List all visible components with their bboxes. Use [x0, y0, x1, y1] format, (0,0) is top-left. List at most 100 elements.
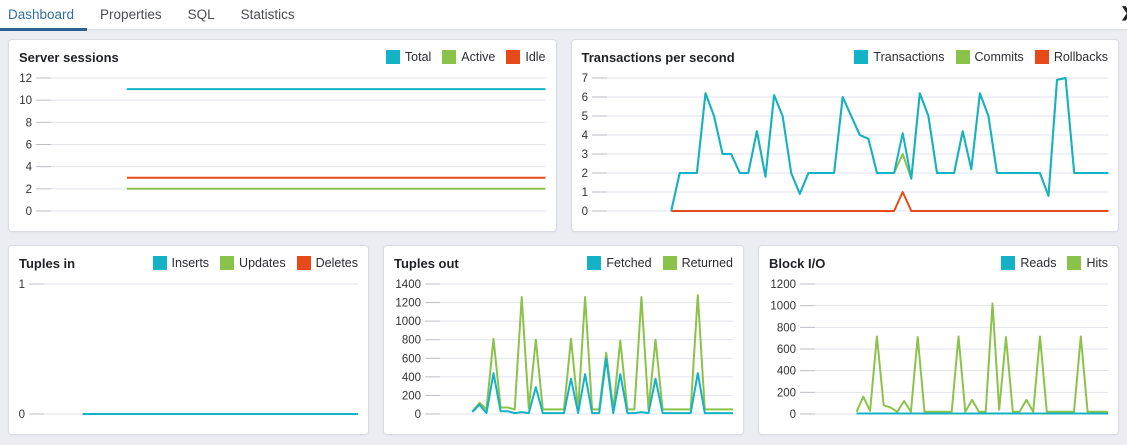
- legend-label: Transactions: [873, 50, 945, 64]
- legend-swatch: [854, 50, 869, 64]
- legend-item-rollbacks: Rollbacks: [1034, 50, 1108, 64]
- svg-text:0: 0: [790, 409, 796, 421]
- legend-swatch: [1001, 256, 1016, 270]
- svg-text:5: 5: [581, 111, 587, 123]
- legend-item-active: Active: [442, 50, 495, 64]
- legend-label: Inserts: [171, 256, 210, 270]
- tab-scroll-right-icon[interactable]: ❯: [1120, 4, 1127, 21]
- legend-item-reads: Reads: [1001, 256, 1056, 270]
- panel-tuples-out: Tuples out Fetched Returned 1400 1200 1000 8…: [383, 245, 744, 435]
- legend-swatch: [152, 256, 167, 270]
- panel-title: Tuples in: [19, 255, 76, 271]
- legend-label: Idle: [525, 50, 546, 64]
- legend-swatch: [1034, 50, 1049, 64]
- legend-item-hits: Hits: [1067, 256, 1108, 270]
- panel-header: Tuples out Fetched Returned: [384, 246, 743, 274]
- legend-swatch: [385, 50, 400, 64]
- svg-text:800: 800: [402, 335, 421, 347]
- tab-dashboard[interactable]: Dashboard: [0, 0, 88, 31]
- legend-swatch: [220, 256, 235, 270]
- legend-label: Commits: [974, 50, 1024, 64]
- svg-text:1200: 1200: [770, 279, 796, 291]
- panel-title: Transactions per second: [581, 49, 735, 65]
- svg-text:600: 600: [777, 344, 796, 356]
- svg-text:10: 10: [19, 95, 32, 107]
- svg-text:1400: 1400: [395, 279, 421, 291]
- svg-text:2: 2: [26, 184, 32, 196]
- svg-text:3: 3: [581, 149, 587, 161]
- chart-legend: Reads Hits: [990, 256, 1108, 270]
- charts-row-top: Server sessions Total Active Idle 12 10 8 6 4 2…: [8, 39, 1119, 232]
- panel-title: Block I/O: [769, 255, 826, 271]
- svg-text:2: 2: [581, 168, 587, 180]
- panel-header: Block I/O Reads Hits: [759, 246, 1118, 274]
- tab-statistics[interactable]: Statistics: [240, 7, 295, 22]
- svg-text:200: 200: [402, 390, 421, 402]
- legend-swatch: [506, 50, 521, 64]
- svg-text:8: 8: [26, 117, 32, 129]
- legend-swatch: [296, 256, 311, 270]
- svg-text:1: 1: [581, 187, 587, 199]
- svg-text:1: 1: [19, 279, 25, 291]
- svg-text:4: 4: [26, 162, 33, 174]
- panel-header: Server sessions Total Active Idle: [9, 40, 556, 68]
- legend-swatch: [1067, 256, 1082, 270]
- legend-label: Deletes: [315, 256, 358, 270]
- legend-swatch: [442, 50, 457, 64]
- svg-text:0: 0: [581, 206, 587, 218]
- tab-properties[interactable]: Properties: [100, 7, 162, 22]
- legend-item-transactions: Transactions: [854, 50, 945, 64]
- svg-text:400: 400: [402, 372, 421, 384]
- panel-header: Tuples in Inserts Updates Deletes: [9, 246, 368, 274]
- svg-text:12: 12: [19, 73, 32, 85]
- transactions-chart: 7 6 5 4 3 2 1 0: [572, 68, 1119, 231]
- svg-text:7: 7: [581, 73, 587, 85]
- svg-text:200: 200: [777, 387, 796, 399]
- legend-label: Hits: [1086, 256, 1108, 270]
- panel-block-io: Block I/O Reads Hits 1200 1000 800 600 400 200…: [758, 245, 1119, 435]
- legend-label: Reads: [1020, 256, 1057, 270]
- svg-text:1200: 1200: [395, 298, 421, 310]
- tab-sql[interactable]: SQL: [187, 7, 215, 22]
- legend-swatch: [662, 256, 677, 270]
- svg-text:800: 800: [777, 322, 796, 334]
- dashboard-content: Server sessions Total Active Idle 12 10 8 6 4 2…: [0, 31, 1127, 443]
- svg-text:1000: 1000: [395, 316, 421, 328]
- chart-legend: Total Active Idle: [375, 50, 546, 64]
- tuples-out-chart: 1400 1200 1000 800 600 400 200 0: [384, 274, 743, 434]
- chart-legend: Inserts Updates Deletes: [142, 256, 358, 270]
- legend-swatch: [587, 256, 602, 270]
- charts-row-bottom: Tuples in Inserts Updates Deletes 1 0 Tuple…: [8, 245, 1119, 435]
- legend-item-returned: Returned: [662, 256, 733, 270]
- legend-label: Returned: [681, 256, 733, 270]
- legend-label: Fetched: [606, 256, 652, 270]
- panel-server-sessions: Server sessions Total Active Idle 12 10 8 6 4 2…: [8, 39, 557, 232]
- block-io-chart: 1200 1000 800 600 400 200 0: [759, 274, 1118, 434]
- svg-text:1000: 1000: [770, 301, 796, 313]
- svg-text:4: 4: [581, 130, 588, 142]
- legend-item-inserts: Inserts: [152, 256, 210, 270]
- legend-item-idle: Idle: [506, 50, 546, 64]
- svg-text:600: 600: [402, 353, 421, 365]
- svg-text:0: 0: [415, 409, 421, 421]
- svg-text:6: 6: [26, 140, 32, 152]
- legend-label: Total: [404, 50, 432, 64]
- legend-label: Updates: [239, 256, 286, 270]
- legend-label: Rollbacks: [1053, 50, 1108, 64]
- panel-title: Tuples out: [394, 255, 459, 271]
- svg-text:0: 0: [19, 409, 25, 421]
- chart-legend: Transactions Commits Rollbacks: [843, 50, 1108, 64]
- legend-item-deletes: Deletes: [296, 256, 358, 270]
- svg-text:400: 400: [777, 366, 796, 378]
- panel-transactions-per-second: Transactions per second Transactions Comm…: [570, 39, 1119, 232]
- panel-header: Transactions per second Transactions Comm…: [572, 40, 1119, 68]
- panel-title: Server sessions: [19, 49, 119, 65]
- legend-item-total: Total: [385, 50, 432, 64]
- tab-bar: Dashboard Properties SQL Statistics ❯: [0, 0, 1127, 31]
- svg-text:6: 6: [581, 92, 587, 104]
- legend-item-updates: Updates: [220, 256, 286, 270]
- legend-item-commits: Commits: [955, 50, 1024, 64]
- legend-label: Active: [461, 50, 496, 64]
- legend-item-fetched: Fetched: [587, 256, 652, 270]
- panel-tuples-in: Tuples in Inserts Updates Deletes 1 0: [8, 245, 369, 435]
